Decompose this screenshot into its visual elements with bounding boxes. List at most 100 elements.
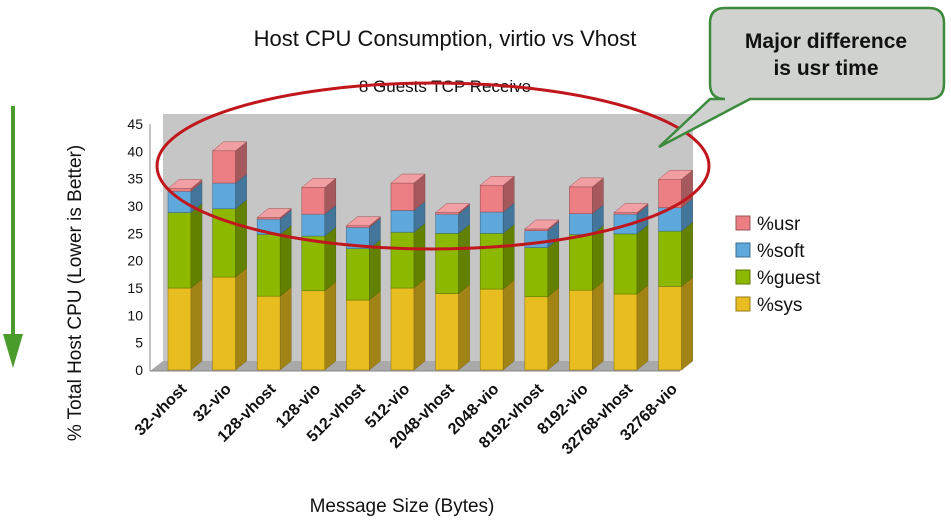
y-tick-label: 45 [127, 116, 143, 132]
bar-stack [167, 178, 203, 371]
highlight-ellipse [155, 81, 711, 251]
bar-stack [613, 203, 649, 371]
bar-segment-sys [613, 293, 638, 371]
y-tick-label: 5 [135, 335, 143, 351]
legend-swatch [735, 296, 751, 312]
bar-segment-sys [256, 295, 281, 371]
bar-side-guest [547, 238, 560, 298]
bar-segment-guest [346, 248, 370, 301]
category-label: 32-vhost [132, 380, 191, 439]
bar-side-sys [413, 278, 426, 371]
bar-segment-soft [301, 213, 326, 237]
bar-segment-sys [524, 296, 549, 371]
bar-stack [657, 169, 694, 371]
bar-segment-usr [301, 187, 326, 215]
bar-stack [345, 216, 382, 371]
y-tick-label: 15 [127, 280, 143, 296]
bar-segment-usr [212, 150, 236, 184]
bar-segment-soft [390, 210, 415, 233]
bar-top [167, 179, 203, 189]
y-axis-title: % Total Host CPU (Lower is Better) [65, 145, 86, 441]
chart-subtitle: 8 Guests TCP Receive [359, 77, 531, 96]
bar-side-guest [324, 226, 337, 292]
bar-segment-sys [435, 293, 459, 371]
bar-segment-usr [390, 182, 415, 211]
bar-side-sys [681, 276, 693, 371]
bar-side-sys [190, 278, 203, 371]
bar-segment-guest [479, 233, 504, 290]
bar-segment-guest [390, 231, 415, 289]
bar-side-sys [547, 287, 560, 371]
bar-side-sys [324, 281, 337, 371]
y-tick-label: 35 [127, 171, 143, 187]
bar-top [613, 203, 649, 213]
bar-segment-usr [569, 186, 593, 214]
bar-segment-guest [569, 234, 593, 291]
bar-segment-guest [658, 230, 682, 287]
bar-side-guest [413, 222, 426, 289]
bar-side-sys [369, 290, 381, 371]
bar-stack [211, 141, 248, 371]
y-tick-label: 30 [127, 198, 143, 214]
bar-segment-guest [613, 233, 638, 295]
bar-side-guest [190, 203, 203, 289]
bar-top [256, 208, 292, 218]
legend-label: %usr [757, 214, 801, 235]
bar-top [434, 203, 471, 213]
bar-segment-sys [569, 289, 593, 371]
bar-stack [479, 175, 515, 371]
bar-stacks [167, 141, 694, 371]
bar-side-sys [592, 280, 604, 371]
bar-top [568, 177, 605, 188]
bar-segment-sys [301, 290, 326, 371]
bar-segment-soft [435, 213, 459, 234]
callout-line-1: Major difference [745, 30, 907, 53]
bar-side-guest [592, 224, 604, 291]
bar-side-sys [235, 267, 247, 371]
y-tick-label: 10 [127, 307, 143, 323]
bar-top [211, 141, 248, 152]
bar-top [345, 216, 382, 226]
bar-side-guest [502, 223, 515, 290]
bar-top [390, 173, 426, 184]
bar-top [524, 219, 560, 230]
bar-top [657, 169, 694, 180]
legend: %usr %soft %guest %sys [735, 214, 821, 316]
bar-segment-guest [256, 234, 281, 297]
bar-side-guest [681, 221, 693, 287]
legend-swatch [735, 215, 751, 231]
category-labels: 32-vhost 32-vio128-vhost128-vio512-vhost5… [132, 380, 681, 458]
bar-segment-guest [435, 233, 459, 294]
y-tick-label: 25 [127, 225, 143, 241]
bar-segment-sys [212, 276, 236, 371]
bar-segment-soft [479, 211, 504, 234]
bar-segment-sys [390, 287, 415, 371]
y-tick-label: 20 [127, 253, 143, 269]
callout-line-2: is usr time [773, 57, 878, 80]
bar-side-guest [235, 199, 247, 278]
bar-segment-sys [658, 286, 682, 371]
bar-side-sys [279, 286, 292, 371]
legend-swatch [735, 269, 751, 285]
legend-label: %soft [757, 241, 805, 262]
bar-segment-sys [346, 299, 370, 371]
bar-stack [568, 177, 605, 371]
bar-stack [434, 203, 471, 371]
bar-segment-guest [524, 247, 549, 298]
y-tick-label: 0 [135, 362, 143, 378]
bar-side-sys [458, 283, 470, 371]
bar-segment-soft [212, 182, 236, 210]
callout-bubble: Major difference is usr time [658, 6, 946, 149]
bar-segment-soft [569, 213, 593, 235]
legend-swatch [735, 242, 751, 258]
bar-top [301, 178, 337, 188]
bar-segment-sys [479, 288, 504, 371]
bar-stack [301, 177, 337, 371]
bar-side-guest [636, 224, 649, 295]
bar-segment-guest [301, 235, 326, 292]
plot-background [163, 114, 693, 361]
bar-side-guest [458, 223, 470, 294]
bar-segment-usr [479, 184, 504, 213]
bar-segment-sys [167, 287, 192, 371]
